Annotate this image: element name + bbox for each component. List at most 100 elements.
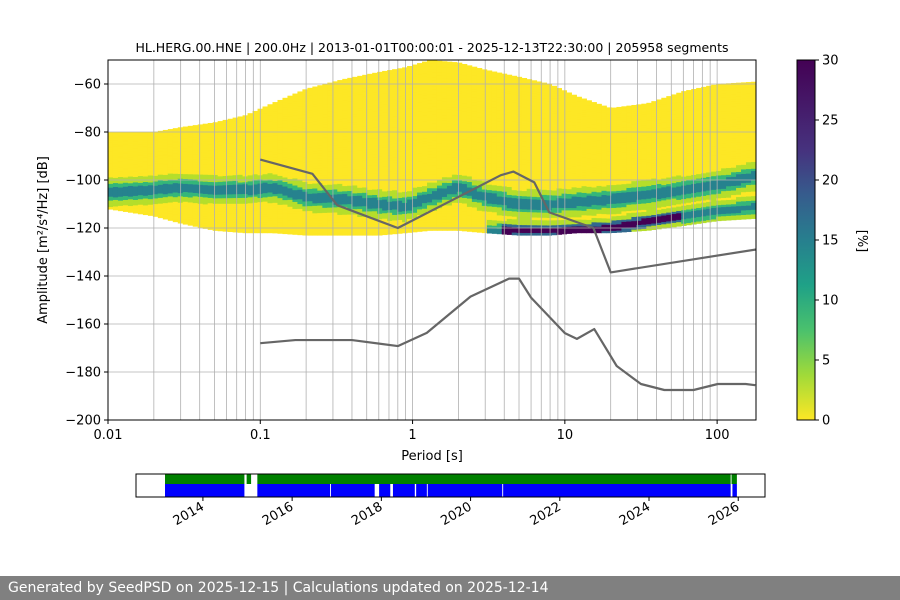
density-cell (197, 146, 204, 149)
density-cell (182, 133, 189, 136)
density-cell (202, 224, 209, 228)
density-cell (207, 165, 214, 168)
density-cell (297, 170, 303, 174)
density-cell (377, 148, 383, 152)
density-cell (417, 116, 423, 120)
density-cell (461, 64, 468, 68)
density-cell (412, 137, 418, 141)
density-cell (167, 215, 174, 218)
density-cell (347, 177, 353, 181)
density-cell (352, 121, 358, 125)
density-cell (152, 181, 159, 183)
density-cell (367, 167, 373, 172)
density-cell (172, 170, 179, 173)
density-cell (352, 182, 358, 186)
density-cell (212, 165, 219, 168)
density-cell (108, 162, 114, 165)
density-cell (412, 167, 418, 171)
density-cell (506, 215, 513, 219)
density-cell (491, 74, 498, 78)
density-cell (357, 147, 363, 151)
density-cell (202, 135, 209, 139)
density-cell (282, 163, 288, 167)
density-cell (182, 155, 189, 158)
density-cell (112, 154, 119, 156)
density-cell (192, 135, 199, 138)
density-cell (446, 191, 453, 195)
density-cell (182, 201, 189, 204)
density-cell (332, 173, 338, 177)
density-cell (357, 187, 363, 191)
density-cell (377, 139, 383, 143)
density-cell (232, 153, 238, 157)
density-cell (232, 167, 238, 170)
density-cell (432, 156, 438, 160)
density-cell (162, 184, 169, 187)
density-cell (207, 186, 214, 190)
density-cell (372, 172, 378, 177)
density-cell (307, 119, 313, 123)
density-cell (142, 200, 149, 203)
density-cell (481, 205, 488, 209)
density-cell (342, 136, 348, 140)
density-cell (362, 109, 368, 113)
density-cell (397, 68, 403, 72)
density-cell (466, 209, 473, 213)
density-cell (207, 156, 214, 159)
density-cell (147, 148, 154, 151)
density-cell (327, 108, 333, 112)
density-cell (476, 218, 483, 222)
density-cell (352, 179, 358, 183)
density-cell (132, 161, 139, 164)
density-cell (422, 75, 428, 79)
density-cell (217, 132, 224, 135)
density-cell (222, 192, 229, 195)
density-cell (367, 211, 373, 215)
density-cell (172, 165, 179, 168)
density-cell (212, 221, 219, 224)
density-cell (317, 125, 323, 129)
density-cell (466, 176, 473, 180)
density-cell (486, 214, 493, 218)
density-cell (511, 224, 518, 228)
density-cell (337, 118, 343, 122)
density-cell (187, 155, 194, 158)
density-cell (357, 115, 363, 119)
density-cell (232, 132, 238, 136)
density-cell (347, 188, 353, 192)
density-cell (207, 183, 214, 186)
density-cell (132, 192, 139, 195)
density-cell (357, 91, 363, 95)
density-cell (436, 188, 443, 192)
density-cell (412, 89, 418, 93)
density-cell (347, 88, 353, 92)
density-cell (317, 192, 323, 196)
density-cell (372, 102, 378, 106)
density-cell (407, 88, 413, 92)
density-cell (292, 201, 298, 205)
density-cell (486, 200, 493, 204)
density-cell (367, 227, 373, 231)
density-cell (377, 107, 383, 111)
density-cell (506, 151, 513, 156)
density-cell (167, 159, 174, 162)
density-cell (506, 85, 513, 89)
density-cell (197, 203, 204, 206)
density-cell (127, 196, 134, 198)
density-cell (372, 216, 378, 220)
density-cell (436, 69, 443, 73)
density-cell (207, 194, 214, 197)
density-cell (262, 180, 268, 183)
density-cell (152, 157, 159, 159)
density-cell (516, 90, 523, 94)
density-cell (297, 165, 303, 169)
density-cell (491, 203, 498, 207)
density-cell (476, 147, 483, 151)
density-cell (506, 138, 513, 142)
density-cell (332, 132, 338, 136)
density-cell (247, 194, 253, 198)
density-cell (352, 145, 358, 149)
density-cell (461, 94, 468, 98)
density-cell (137, 132, 144, 134)
